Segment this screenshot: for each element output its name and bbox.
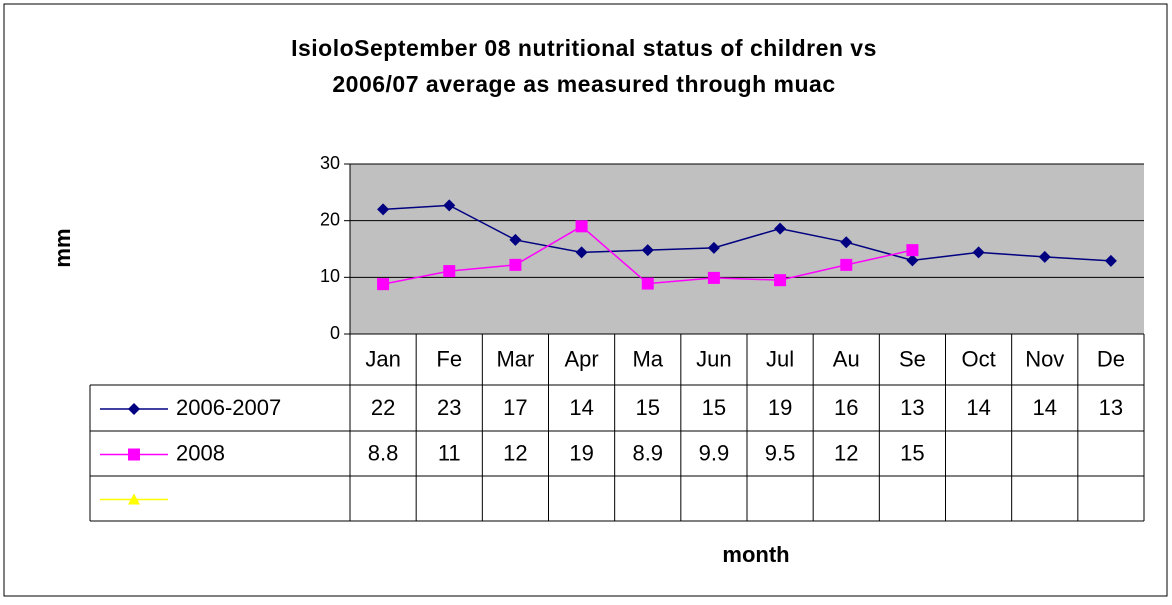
x-tick-label: Oct [961, 346, 995, 371]
data-label: 8.9 [632, 440, 663, 465]
marker [575, 246, 588, 259]
x-tick-label: Ma [632, 346, 663, 371]
marker [443, 199, 456, 212]
data-label: 14 [1033, 395, 1057, 420]
marker [128, 448, 140, 461]
data-label: 12 [503, 440, 527, 465]
marker [575, 220, 588, 233]
x-axis-label: month [722, 542, 789, 567]
legend-label: 2006-2007 [176, 395, 281, 420]
marker [641, 244, 654, 257]
data-label: 11 [438, 440, 461, 465]
marker [707, 271, 720, 284]
marker [707, 241, 720, 254]
series-line [383, 204, 1111, 262]
data-label: 14 [569, 395, 593, 420]
marker [972, 246, 985, 259]
marker [641, 277, 654, 290]
data-label: 23 [437, 395, 461, 420]
marker [840, 258, 853, 271]
x-tick-label: Au [833, 346, 860, 371]
plot-area [350, 164, 1144, 334]
data-label: 9.9 [699, 440, 730, 465]
data-label: 12 [834, 440, 858, 465]
data-label: 8.8 [368, 440, 399, 465]
data-label: 19 [569, 440, 593, 465]
data-label: 15 [702, 395, 726, 420]
x-tick-label: Jul [766, 346, 794, 371]
marker [774, 222, 787, 235]
y-tick-label: 20 [320, 209, 340, 229]
x-tick-label: Fe [436, 346, 462, 371]
x-tick-label: Nov [1025, 346, 1064, 371]
x-tick-label: Jun [696, 346, 731, 371]
legend-label: 2008 [176, 440, 225, 465]
marker [128, 493, 140, 505]
data-label: 15 [900, 440, 924, 465]
y-tick-label: 0 [330, 323, 340, 343]
marker [774, 274, 787, 287]
x-tick-label: Mar [496, 346, 534, 371]
data-label: 9.5 [765, 440, 796, 465]
x-tick-label: Se [899, 346, 926, 371]
marker [377, 278, 390, 291]
data-label: 16 [834, 395, 858, 420]
x-tick-label: De [1097, 346, 1125, 371]
data-label: 13 [900, 395, 924, 420]
marker [1038, 250, 1051, 263]
data-label: 19 [768, 395, 792, 420]
x-tick-label: Apr [564, 346, 598, 371]
marker [906, 244, 919, 257]
y-axis-label: mm [50, 228, 75, 267]
marker [377, 203, 390, 216]
data-label: 17 [503, 395, 527, 420]
marker [443, 265, 456, 278]
data-label: 15 [636, 395, 660, 420]
data-label: 22 [371, 395, 395, 420]
data-label: 13 [1099, 395, 1123, 420]
marker [509, 233, 522, 246]
chart-title: 2006/07 average as measured through muac [332, 71, 835, 97]
x-tick-label: Jan [365, 346, 400, 371]
y-tick-label: 10 [320, 266, 340, 286]
marker [840, 236, 853, 249]
marker [906, 254, 919, 267]
data-label: 14 [966, 395, 990, 420]
y-tick-label: 30 [320, 153, 340, 173]
marker [128, 403, 140, 415]
marker [509, 258, 522, 271]
chart-title: IsioloSeptember 08 nutritional status of… [291, 35, 877, 61]
marker [1104, 254, 1117, 267]
